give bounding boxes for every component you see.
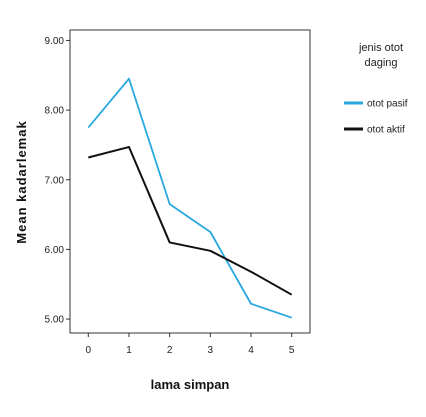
legend-label: otot aktif bbox=[367, 125, 405, 136]
x-tick-label: 5 bbox=[289, 345, 295, 356]
y-tick-label: 7.00 bbox=[45, 175, 65, 186]
x-axis-ticks: 0 1 2 3 4 5 bbox=[86, 333, 295, 356]
legend-items: otot pasif otot aktif bbox=[344, 99, 408, 136]
series-layer bbox=[87, 77, 293, 319]
x-tick-label: 3 bbox=[208, 345, 214, 356]
y-tick-label: 9.00 bbox=[45, 36, 65, 47]
legend-title-line-2: daging bbox=[364, 57, 397, 69]
legend: jenis otot daging otot pasif otot aktif bbox=[344, 42, 408, 136]
x-tick-label: 2 bbox=[167, 345, 173, 356]
y-tick-label: 5.00 bbox=[45, 315, 65, 326]
plot-area bbox=[69, 29, 311, 334]
y-axis-title: Mean kadarlemak bbox=[14, 120, 29, 243]
legend-title-line-1: jenis otot bbox=[358, 42, 403, 54]
x-tick-label: 4 bbox=[248, 345, 254, 356]
legend-label: otot pasif bbox=[367, 99, 408, 110]
x-tick-label: 1 bbox=[126, 345, 132, 356]
x-axis-title: lama simpan bbox=[151, 377, 230, 392]
y-axis-ticks: 5.00 6.00 7.00 8.00 9.00 bbox=[45, 36, 70, 326]
y-tick-label: 6.00 bbox=[45, 245, 65, 256]
plot-frame bbox=[69, 29, 311, 334]
y-tick-label: 8.00 bbox=[45, 106, 65, 117]
series-line-otot-aktif bbox=[88, 146, 293, 296]
series-line-otot-pasif bbox=[87, 77, 292, 319]
x-tick-label: 0 bbox=[86, 345, 92, 356]
